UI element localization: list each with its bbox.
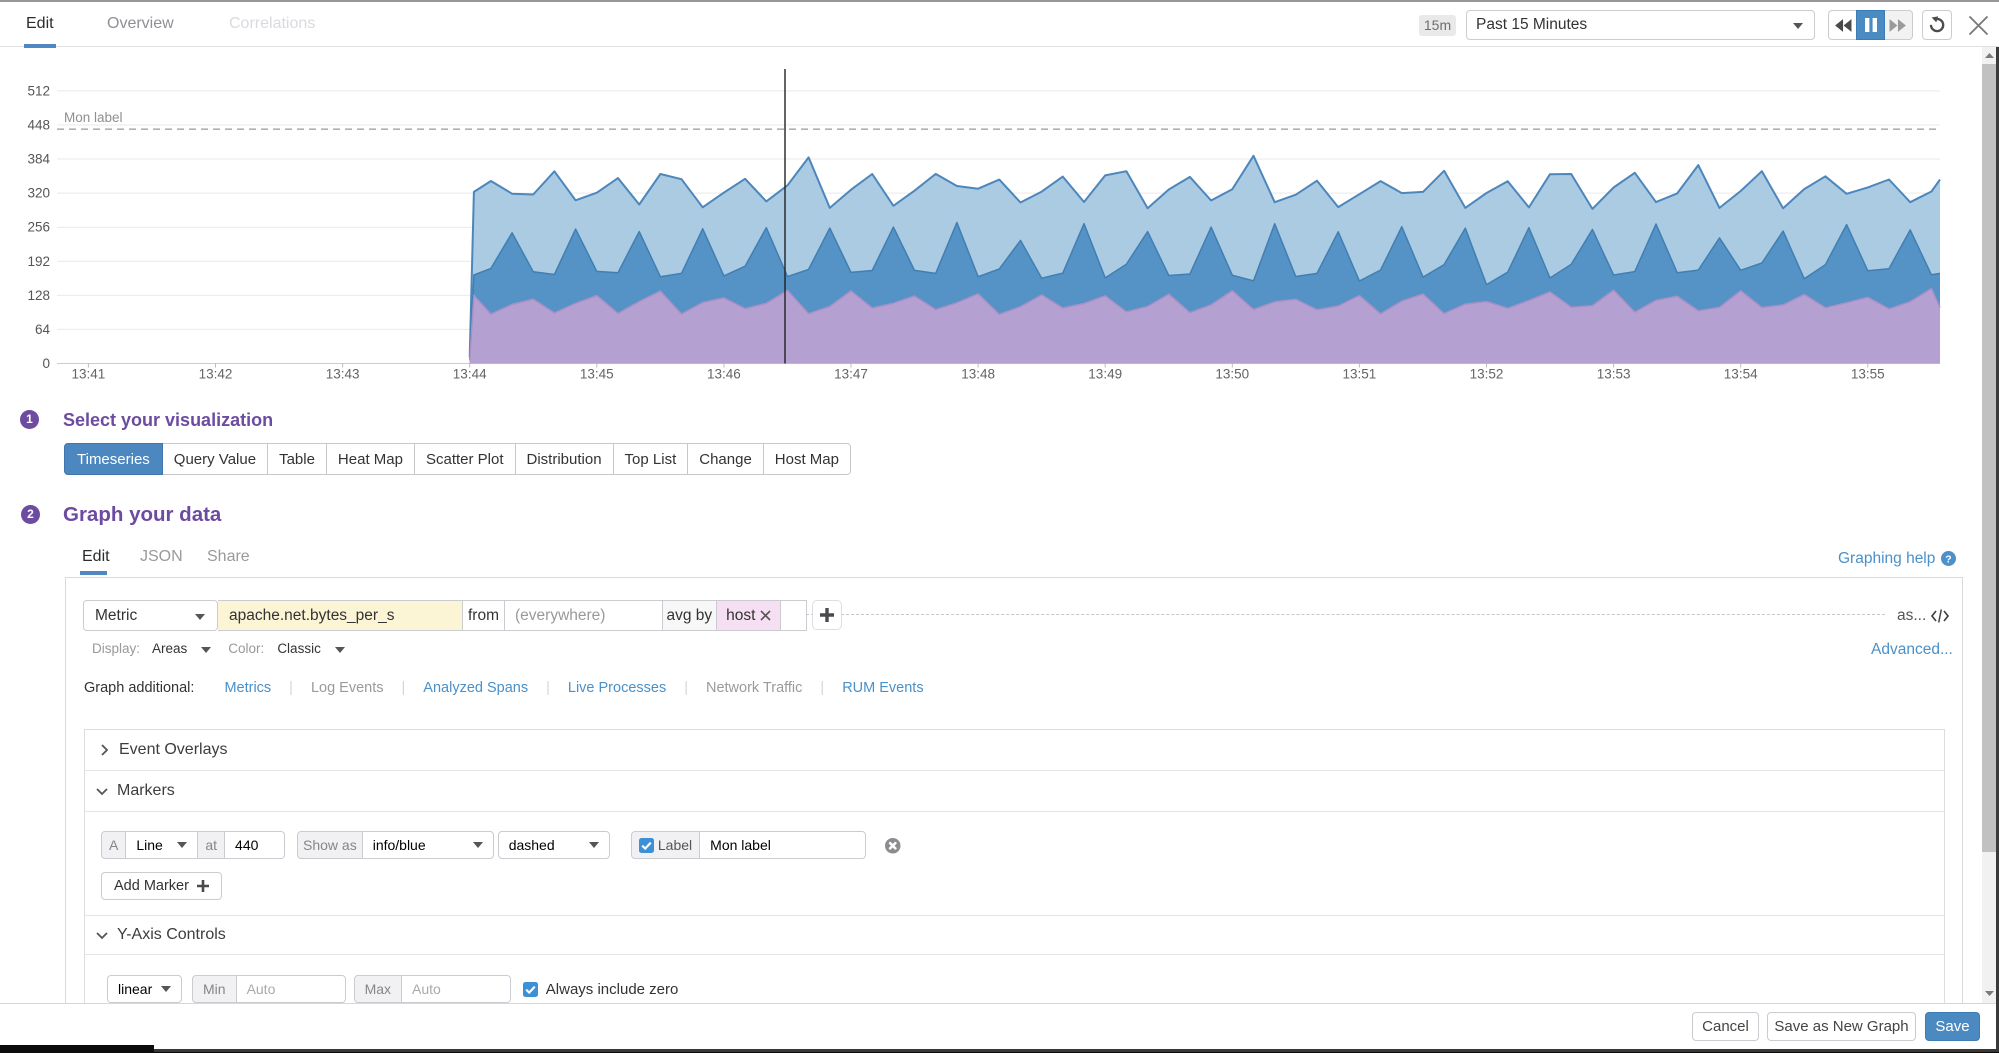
svg-text:448: 448 xyxy=(27,118,50,133)
svg-text:13:51: 13:51 xyxy=(1343,367,1377,382)
svg-text:?: ? xyxy=(1945,553,1951,565)
svg-text:13:44: 13:44 xyxy=(453,367,487,382)
svg-text:13:47: 13:47 xyxy=(834,367,868,382)
svg-text:13:45: 13:45 xyxy=(580,367,614,382)
svg-text:128: 128 xyxy=(27,288,50,303)
svg-text:192: 192 xyxy=(27,254,50,269)
svg-text:384: 384 xyxy=(27,152,50,167)
svg-text:0: 0 xyxy=(42,356,50,371)
svg-text:13:53: 13:53 xyxy=(1597,367,1631,382)
svg-text:320: 320 xyxy=(27,186,50,201)
svg-text:13:54: 13:54 xyxy=(1724,367,1758,382)
svg-text:13:43: 13:43 xyxy=(326,367,360,382)
svg-text:13:55: 13:55 xyxy=(1851,367,1885,382)
svg-text:13:41: 13:41 xyxy=(72,367,106,382)
svg-text:13:46: 13:46 xyxy=(707,367,741,382)
svg-text:13:52: 13:52 xyxy=(1470,367,1504,382)
svg-text:Mon label: Mon label xyxy=(64,110,123,125)
svg-text:256: 256 xyxy=(27,220,50,235)
svg-text:13:42: 13:42 xyxy=(199,367,233,382)
svg-text:13:48: 13:48 xyxy=(961,367,995,382)
svg-text:13:50: 13:50 xyxy=(1215,367,1249,382)
svg-text:13:49: 13:49 xyxy=(1088,367,1122,382)
svg-text:64: 64 xyxy=(35,322,51,337)
svg-text:512: 512 xyxy=(27,83,50,98)
